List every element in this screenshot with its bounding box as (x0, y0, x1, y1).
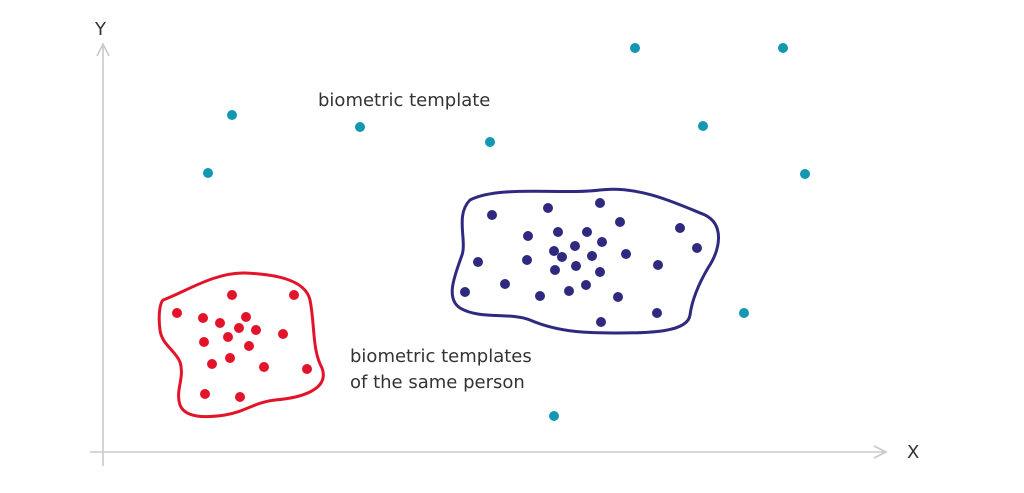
blue-cluster-dot (564, 286, 574, 296)
red-cluster-templates (172, 290, 312, 402)
blue-cluster-dot (675, 223, 685, 233)
red-cluster-dot (207, 359, 217, 369)
x-axis-arrow-icon (873, 445, 888, 459)
blue-cluster-dot (550, 265, 560, 275)
blue-cluster-dot (570, 241, 580, 251)
scattered-template-dot (630, 43, 640, 53)
blue-cluster-dot (553, 227, 563, 237)
red-cluster-dot (259, 362, 269, 372)
red-cluster-dot (200, 389, 210, 399)
blue-cluster-dot (587, 251, 597, 261)
red-cluster-dot (227, 290, 237, 300)
blue-cluster-dot (523, 231, 533, 241)
red-cluster-dot (244, 341, 254, 351)
blue-cluster-dot (571, 261, 581, 271)
blue-cluster-dot (535, 291, 545, 301)
red-cluster-dot (251, 325, 261, 335)
red-cluster-dot (302, 364, 312, 374)
blue-cluster-dot (615, 217, 625, 227)
blue-cluster-dot (581, 280, 591, 290)
blue-cluster-dot (652, 308, 662, 318)
y-axis-label: Y (94, 19, 107, 40)
blue-cluster-outline (450, 187, 720, 335)
red-cluster-dot (289, 290, 299, 300)
blue-cluster-dot (596, 317, 606, 327)
scattered-template-dot (549, 411, 559, 421)
blue-cluster-dot (460, 287, 470, 297)
red-cluster-dot (199, 337, 209, 347)
blue-cluster-dot (595, 267, 605, 277)
red-cluster-dot (234, 323, 244, 333)
red-cluster-outline (157, 271, 325, 419)
blue-cluster-templates (460, 198, 702, 327)
blue-cluster-dot (692, 243, 702, 253)
scattered-template-dot (778, 43, 788, 53)
blue-cluster-dot (595, 198, 605, 208)
x-axis-label: X (907, 442, 919, 463)
blue-cluster-dot (473, 257, 483, 267)
caption-group-line2: of the same person (350, 372, 525, 393)
blue-cluster-dot (653, 260, 663, 270)
blue-cluster-dot (613, 292, 623, 302)
red-cluster-dot (198, 313, 208, 323)
blue-cluster-dot (621, 249, 631, 259)
blue-cluster-dot (522, 255, 532, 265)
blue-cluster-dot (487, 210, 497, 220)
blue-cluster-dot (557, 252, 567, 262)
scattered-template-dot (485, 137, 495, 147)
blue-cluster-dot (597, 237, 607, 247)
scattered-template-dot (800, 169, 810, 179)
caption-single-template: biometric template (318, 90, 490, 111)
red-cluster-dot (172, 308, 182, 318)
scattered-template-dot (698, 121, 708, 131)
red-cluster-dot (278, 329, 288, 339)
scattered-template-dot (203, 168, 213, 178)
red-cluster-dot (235, 392, 245, 402)
red-cluster-dot (241, 312, 251, 322)
y-axis-arrow-icon (96, 42, 110, 57)
scattered-template-dot (227, 110, 237, 120)
red-cluster-dot (215, 318, 225, 328)
blue-cluster-dot (500, 279, 510, 289)
axes: Y X (90, 19, 919, 466)
blue-cluster-dot (549, 246, 559, 256)
scattered-template-dot (739, 308, 749, 318)
red-cluster-dot (225, 353, 235, 363)
scattered-template-dot (355, 122, 365, 132)
red-cluster-dot (223, 332, 233, 342)
blue-cluster-dot (582, 227, 592, 237)
blue-cluster-dot (543, 203, 553, 213)
scattered-templates (203, 43, 810, 421)
caption-group-line1: biometric templates (350, 346, 532, 367)
